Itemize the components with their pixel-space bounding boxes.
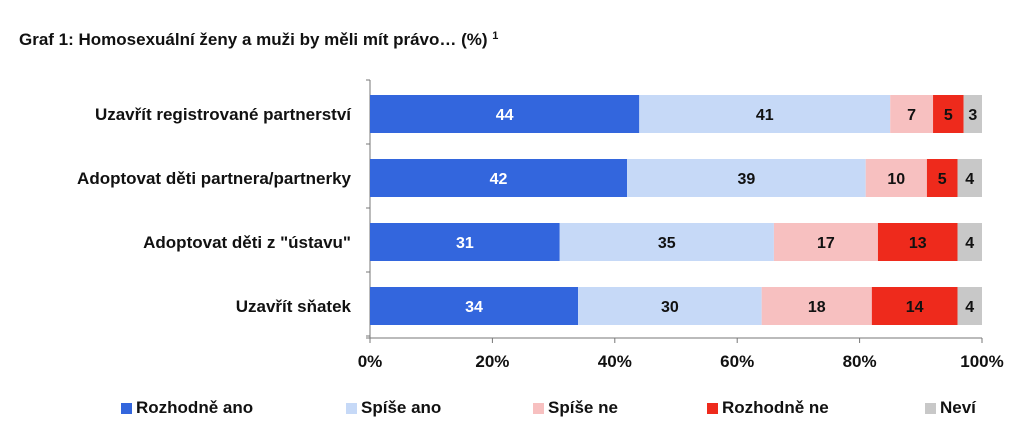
legend-swatch bbox=[121, 402, 132, 414]
bar-segment bbox=[890, 95, 934, 133]
data-label: 41 bbox=[756, 107, 774, 124]
data-label: 4 bbox=[965, 299, 974, 316]
legend-label: Rozhodně ano bbox=[136, 398, 254, 417]
legend-label: Spíše ne bbox=[548, 398, 618, 417]
x-tick-label: 60% bbox=[720, 352, 754, 371]
legend-swatch bbox=[346, 402, 357, 414]
data-label: 34 bbox=[465, 299, 483, 316]
category-label: Adoptovat děti partnera/partnerky bbox=[77, 169, 351, 188]
bar-segment bbox=[578, 287, 762, 325]
x-tick-label: 100% bbox=[960, 352, 1003, 371]
bar-segment bbox=[370, 95, 640, 133]
bar-segment bbox=[871, 287, 958, 325]
category-label: Adoptovat děti z "ústavu" bbox=[143, 233, 351, 252]
data-label: 44 bbox=[496, 107, 514, 124]
bar-segment bbox=[761, 287, 872, 325]
legend-item: Rozhodně ne bbox=[707, 398, 829, 418]
data-label: 14 bbox=[906, 299, 924, 316]
data-label: 7 bbox=[907, 107, 916, 124]
legend-item: Spíše ano bbox=[346, 398, 441, 418]
data-label: 30 bbox=[661, 299, 679, 316]
x-tick-label: 80% bbox=[843, 352, 877, 371]
bar-segment bbox=[957, 287, 982, 325]
bar-segment bbox=[773, 223, 878, 261]
legend-label: Rozhodně ne bbox=[722, 398, 829, 417]
bar-segment bbox=[370, 223, 560, 261]
bar-segment bbox=[957, 223, 982, 261]
data-label: 13 bbox=[909, 235, 927, 252]
legend-label: Neví bbox=[940, 398, 976, 417]
data-label: 4 bbox=[965, 235, 974, 252]
data-label: 3 bbox=[968, 107, 977, 124]
data-label: 39 bbox=[737, 171, 755, 188]
legend-item: Spíše ne bbox=[533, 398, 618, 418]
chart-title: Graf 1: Homosexuální ženy a muži by měli… bbox=[19, 30, 498, 50]
data-label: 5 bbox=[944, 107, 953, 124]
data-label: 17 bbox=[817, 235, 835, 252]
legend-label: Spíše ano bbox=[361, 398, 442, 417]
bar-segment bbox=[865, 159, 927, 197]
chart-title-text: Graf 1: Homosexuální ženy a muži by měli… bbox=[19, 30, 488, 49]
legend-item: Rozhodně ano bbox=[121, 398, 253, 418]
bar-segment bbox=[370, 287, 579, 325]
bar-segment bbox=[926, 159, 958, 197]
bar-segment bbox=[933, 95, 964, 133]
legend-item: Neví bbox=[925, 398, 976, 418]
chart-title-footnote: 1 bbox=[492, 30, 499, 42]
data-label: 31 bbox=[456, 235, 474, 252]
data-label: 35 bbox=[658, 235, 676, 252]
category-label: Uzavřít registrované partnerství bbox=[95, 105, 352, 124]
bar-segment bbox=[963, 95, 982, 133]
data-label: 10 bbox=[887, 171, 905, 188]
bar-segment bbox=[957, 159, 982, 197]
legend-swatch bbox=[533, 402, 544, 414]
data-label: 4 bbox=[965, 171, 974, 188]
legend-swatch bbox=[925, 402, 936, 414]
bar-segment bbox=[627, 159, 866, 197]
x-tick-label: 0% bbox=[358, 352, 383, 371]
bar-segment bbox=[639, 95, 891, 133]
bar-segment bbox=[877, 223, 958, 261]
category-label: Uzavřít sňatek bbox=[236, 297, 352, 316]
data-label: 18 bbox=[808, 299, 826, 316]
x-tick-label: 40% bbox=[598, 352, 632, 371]
data-label: 42 bbox=[490, 171, 508, 188]
bar-segment bbox=[370, 159, 628, 197]
data-label: 5 bbox=[938, 171, 947, 188]
legend-swatch bbox=[707, 402, 718, 414]
x-tick-label: 20% bbox=[475, 352, 509, 371]
chart-legend: Rozhodně ano Spíše ano Spíše ne Rozhodně ne… bbox=[0, 398, 1028, 422]
bar-segment bbox=[559, 223, 774, 261]
